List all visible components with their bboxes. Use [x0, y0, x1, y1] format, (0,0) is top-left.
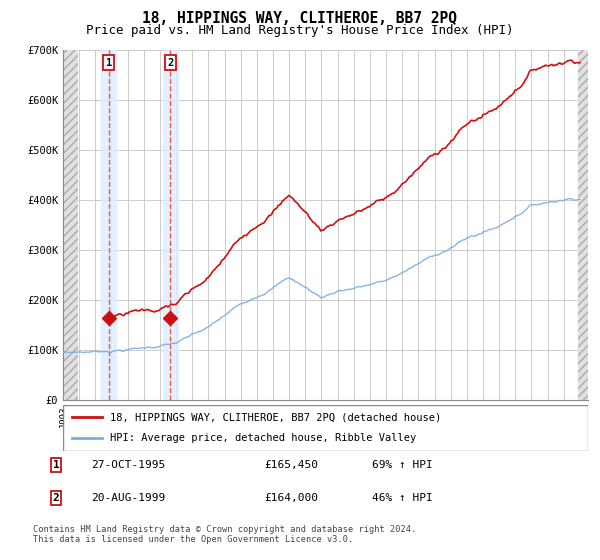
FancyBboxPatch shape	[63, 405, 588, 451]
Text: Contains HM Land Registry data © Crown copyright and database right 2024.
This d: Contains HM Land Registry data © Crown c…	[33, 525, 416, 544]
Text: 2: 2	[53, 493, 59, 503]
Text: £165,450: £165,450	[264, 460, 318, 470]
Bar	[163, 50, 178, 400]
Text: 1: 1	[53, 460, 59, 470]
Text: 20-AUG-1999: 20-AUG-1999	[91, 493, 166, 503]
Text: £164,000: £164,000	[264, 493, 318, 503]
Text: 2: 2	[167, 58, 173, 68]
Text: 1: 1	[106, 58, 112, 68]
Text: HPI: Average price, detached house, Ribble Valley: HPI: Average price, detached house, Ribb…	[110, 433, 416, 444]
Text: 27-OCT-1995: 27-OCT-1995	[91, 460, 166, 470]
Text: 46% ↑ HPI: 46% ↑ HPI	[372, 493, 433, 503]
Bar	[101, 50, 116, 400]
Text: 18, HIPPINGS WAY, CLITHEROE, BB7 2PQ (detached house): 18, HIPPINGS WAY, CLITHEROE, BB7 2PQ (de…	[110, 412, 442, 422]
Text: Price paid vs. HM Land Registry's House Price Index (HPI): Price paid vs. HM Land Registry's House …	[86, 24, 514, 37]
Text: 69% ↑ HPI: 69% ↑ HPI	[372, 460, 433, 470]
Text: 18, HIPPINGS WAY, CLITHEROE, BB7 2PQ: 18, HIPPINGS WAY, CLITHEROE, BB7 2PQ	[143, 11, 458, 26]
